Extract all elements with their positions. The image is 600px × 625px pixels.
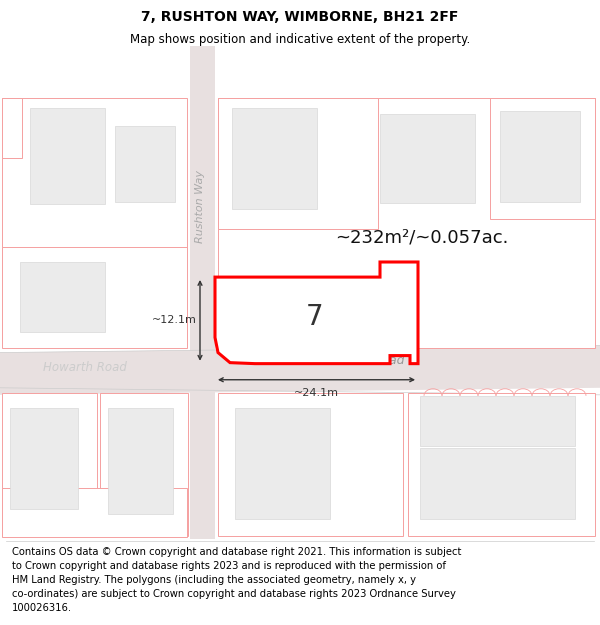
Text: Howarth Road: Howarth Road	[43, 361, 127, 374]
Bar	[100, 393, 188, 536]
Bar	[408, 393, 595, 536]
Text: ~232m²/~0.057ac.: ~232m²/~0.057ac.	[335, 229, 508, 247]
Bar	[218, 98, 595, 348]
Text: Rushton Way: Rushton Way	[195, 170, 205, 243]
Bar	[20, 262, 105, 332]
Bar	[500, 111, 580, 202]
Bar	[380, 114, 475, 202]
Bar	[10, 408, 78, 509]
Text: Map shows position and indicative extent of the property.: Map shows position and indicative extent…	[130, 33, 470, 46]
Bar	[2, 393, 97, 536]
Text: Contains OS data © Crown copyright and database right 2021. This information is : Contains OS data © Crown copyright and d…	[12, 548, 461, 613]
Bar	[190, 46, 215, 539]
Bar	[115, 126, 175, 202]
Polygon shape	[0, 346, 600, 395]
Bar	[2, 98, 187, 344]
Bar	[232, 108, 317, 209]
Bar	[218, 98, 378, 229]
Bar	[2, 98, 22, 158]
Bar	[30, 108, 105, 204]
Text: 7: 7	[306, 303, 324, 331]
Bar	[420, 396, 575, 446]
Text: 7, RUSHTON WAY, WIMBORNE, BH21 2FF: 7, RUSHTON WAY, WIMBORNE, BH21 2FF	[142, 10, 458, 24]
Text: ~12.1m: ~12.1m	[152, 316, 197, 326]
Bar	[2, 488, 187, 537]
Text: Howarth Road: Howarth Road	[316, 354, 404, 367]
PathPatch shape	[215, 262, 418, 364]
Bar	[420, 448, 575, 519]
Text: ~24.1m: ~24.1m	[294, 388, 339, 398]
Bar	[218, 393, 403, 536]
Bar	[235, 408, 330, 519]
Bar	[2, 247, 187, 348]
Bar	[490, 98, 595, 219]
Bar	[108, 408, 173, 514]
